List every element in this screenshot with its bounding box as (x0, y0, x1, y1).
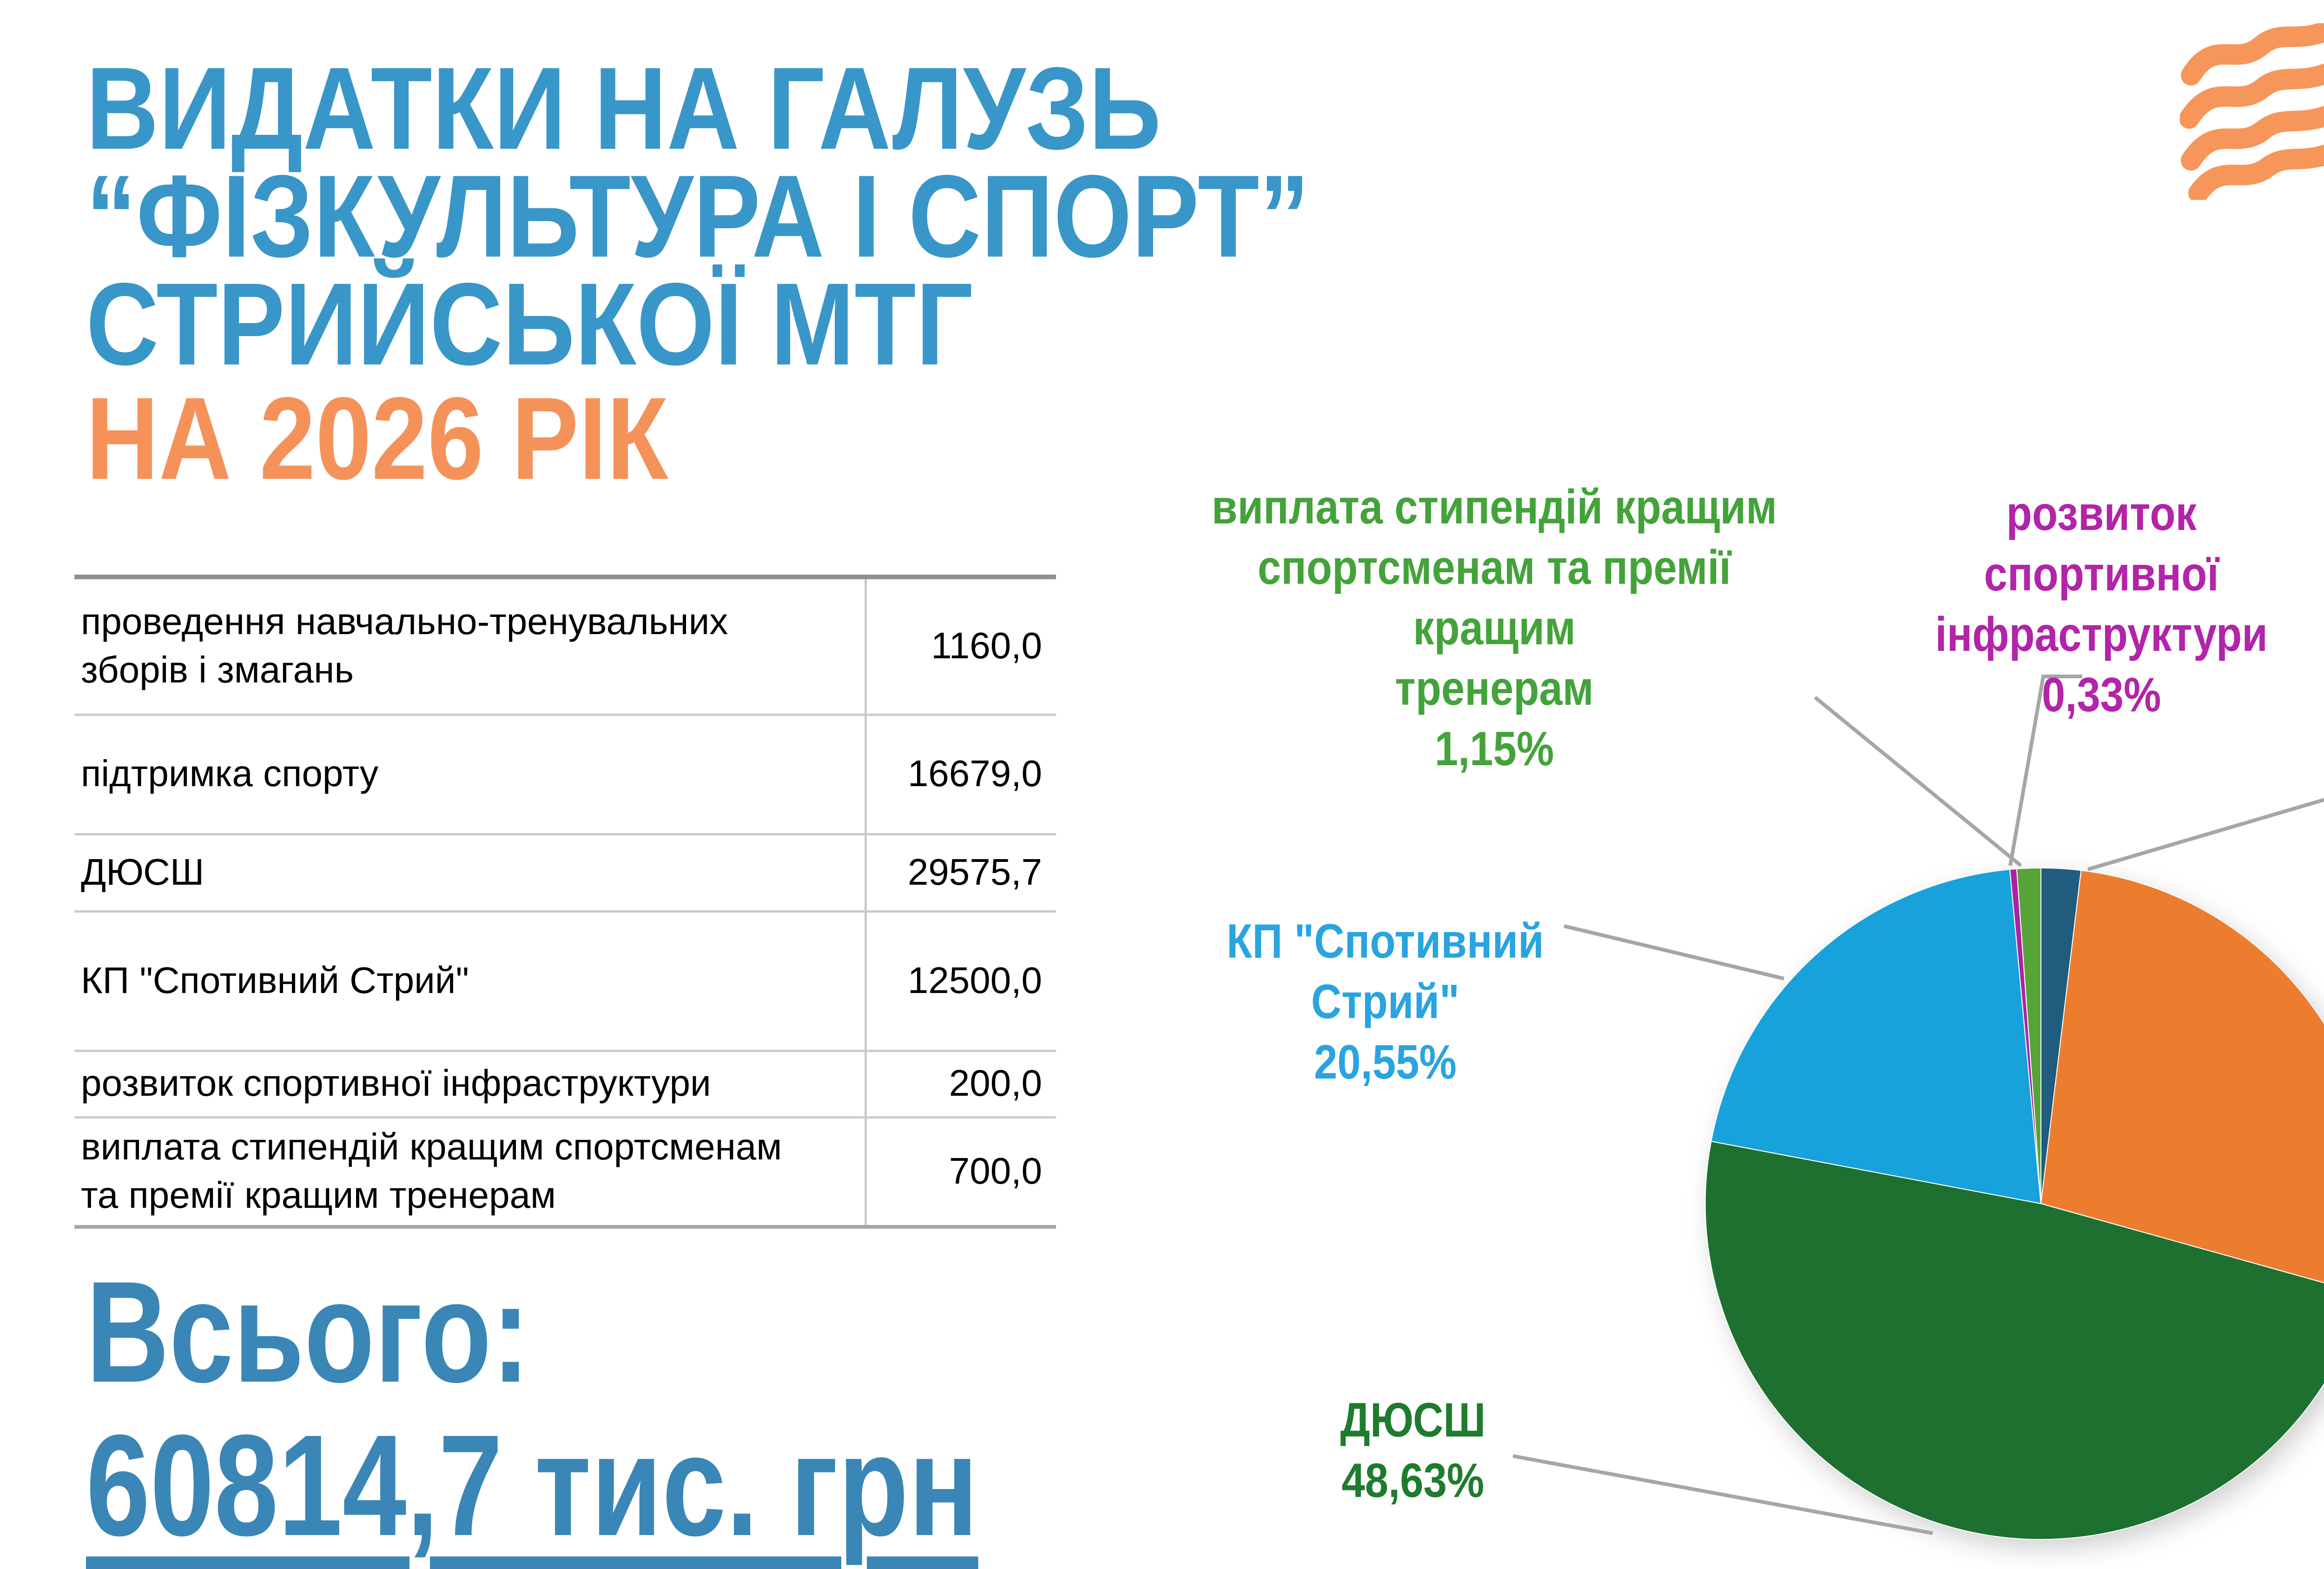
pie-slice-5 (2016, 867, 2041, 1204)
logo-waves-icon (2180, 23, 2324, 200)
total-block: Всього: 60814,7 тис. грн (86, 1255, 1201, 1562)
pie-label-viplata-pct: 1,15% (1434, 722, 1554, 776)
pie-label-dyussh-pct: 48,63% (1341, 1454, 1485, 1508)
table-cell-label: підтримка спорту (74, 716, 867, 833)
table-cell-label: КП "Спотивний Стрий" (74, 913, 867, 1050)
table-cell-value: 16679,0 (907, 753, 1042, 794)
total-amount: 60814,7 тис. грн (86, 1404, 978, 1566)
table-row: КП "Спотивний Стрий" 12500,0 (74, 913, 1056, 1052)
pie-label-kp: КП "Спотивний Стрий" 20,55% (1181, 911, 1590, 1092)
pie-label-dyussh: ДЮСШ 48,63% (1250, 1390, 1576, 1511)
table-cell-value: 12500,0 (907, 959, 1042, 1001)
table-cell-value: 1160,0 (931, 624, 1042, 666)
table-cell-value: 29575,7 (907, 851, 1042, 893)
logo: стрий течія розвитку (2180, 14, 2324, 209)
table-cell-label: ДЮСШ (74, 835, 867, 910)
pie-label-viplata-text: виплата стипендій кращим спортсменам та … (1211, 480, 1777, 715)
pie-label-kp-text: КП "Спотивний Стрий" (1226, 914, 1544, 1029)
table-row: підтримка спорту 16679,0 (74, 716, 1056, 835)
total-label: Всього: (86, 1251, 530, 1412)
table-row: проведення навчально-тренувальних зборів… (74, 579, 1056, 716)
table-cell-label: виплата стипендій кращим спортсменам та … (74, 1119, 867, 1225)
title-line-1: ВИДАТКИ НА ГАЛУЗЬ (86, 43, 1162, 174)
table-row: виплата стипендій кращим спортсменам та … (74, 1119, 1056, 1225)
pie-slice-3 (1710, 869, 2042, 1205)
leader-line-provedennia (2087, 798, 2324, 871)
table-cell-value: 200,0 (949, 1062, 1042, 1104)
table-cell-label: розвиток спортивної інфраструктури (74, 1052, 867, 1116)
table-cell-value: 700,0 (949, 1150, 1042, 1192)
pie-label-dyussh-text: ДЮСШ (1340, 1393, 1486, 1447)
budget-table: проведення навчально-тренувальних зборів… (74, 575, 1056, 1229)
table-row: розвиток спортивної інфраструктури 200,0 (74, 1052, 1056, 1119)
table-cell-label: проведення навчально-тренувальних зборів… (74, 579, 867, 714)
title-line-3: СТРИЙСЬКОЇ МТГ (86, 259, 973, 390)
pie-label-rozvytok-pct: 0,33% (2041, 668, 2161, 722)
pie-label-viplata: виплата стипендій кращим спортсменам та … (1129, 477, 1859, 779)
pie-label-kp-pct: 20,55% (1314, 1035, 1457, 1089)
title-line-year: НА 2026 РІК (86, 373, 668, 504)
table-row: ДЮСШ 29575,7 (74, 835, 1056, 913)
title-line-2: “ФІЗКУЛЬТУРА І СПОРТ” (86, 151, 1310, 282)
page-title: ВИДАТКИ НА ГАЛУЗЬ “ФІЗКУЛЬТУРА І СПОРТ” … (86, 43, 1509, 504)
pie-label-rozvytok: розвиток спортивної інфраструктури 0,33% (1910, 483, 2268, 725)
pie-slice-2 (1704, 1140, 2324, 1540)
pie-label-rozvytok-text: розвиток спортивної інфраструктури (1935, 487, 2268, 662)
pie-chart (1704, 867, 2324, 1540)
pie-slice-1 (2040, 870, 2324, 1284)
